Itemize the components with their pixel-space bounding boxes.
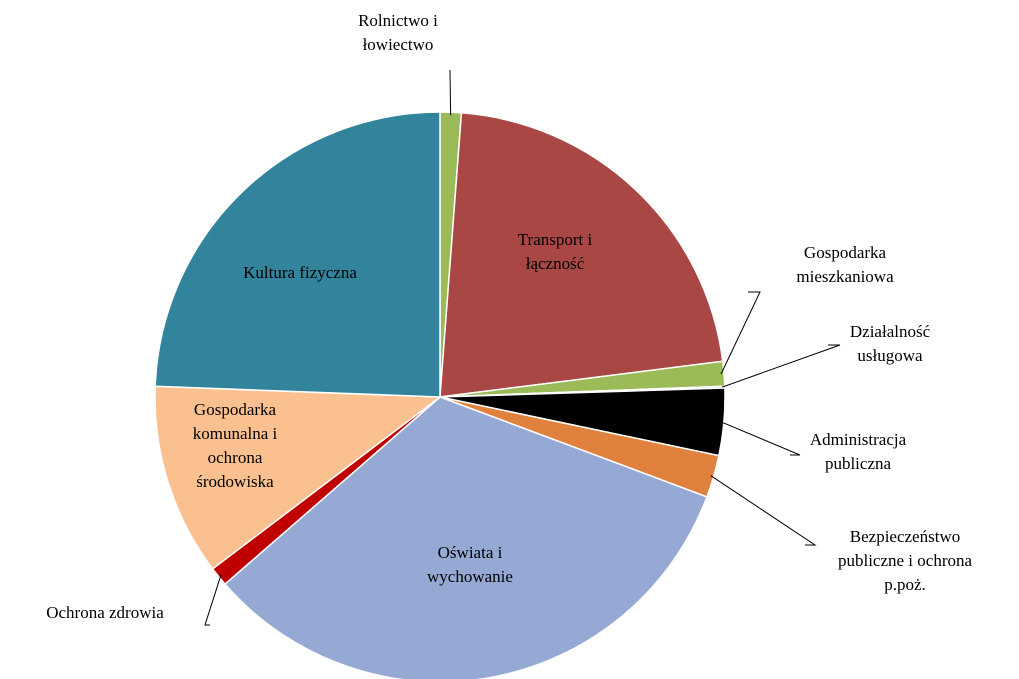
label-line: wychowanie bbox=[427, 567, 513, 586]
label-line: Oświata i bbox=[438, 543, 503, 562]
label-line: p.poż. bbox=[884, 575, 926, 594]
leader-line bbox=[720, 291, 761, 375]
label-line: Ochrona zdrowia bbox=[46, 603, 164, 622]
pie-slice bbox=[223, 396, 708, 679]
label-line: Działalność bbox=[850, 322, 931, 341]
label-line: publiczna bbox=[825, 454, 892, 473]
leader-line bbox=[204, 574, 222, 626]
label-line: mieszkaniowa bbox=[796, 267, 894, 286]
label-line: Administracja bbox=[810, 430, 907, 449]
label-line: środowiska bbox=[196, 472, 274, 491]
slice-label: Bezpieczeństwo publiczne i ochrona p.poż. bbox=[838, 527, 973, 594]
leader-line bbox=[720, 421, 801, 456]
label-line: łączność bbox=[526, 254, 585, 273]
label-line: usługowa bbox=[857, 346, 923, 365]
slice-label: Transport i łączność bbox=[518, 230, 593, 273]
label-line: łowiectwo bbox=[363, 35, 434, 54]
slice-label: Kultura fizyczna bbox=[243, 263, 357, 282]
label-line: ochrona bbox=[208, 448, 263, 467]
label-line: komunalna i bbox=[193, 424, 278, 443]
label-line: Transport i bbox=[518, 230, 593, 249]
slice-label: Rolnictwo i łowiectwo bbox=[358, 11, 438, 54]
slice-label: Gospodarka mieszkaniowa bbox=[796, 243, 894, 286]
slice-label: Ochrona zdrowia bbox=[46, 603, 164, 622]
label-line: Gospodarka bbox=[804, 243, 887, 262]
pie-slice bbox=[154, 111, 441, 398]
slice-label: Działalność usługowa bbox=[850, 322, 931, 365]
slice-label: Gospodarka komunalna i ochrona środowiska bbox=[193, 400, 278, 491]
slice-label: Oświata i wychowanie bbox=[427, 543, 513, 586]
leader-line bbox=[449, 69, 452, 116]
label-line: Rolnictwo i bbox=[358, 11, 438, 30]
pie-slice bbox=[154, 385, 443, 570]
label-line: Bezpieczeństwo bbox=[850, 527, 960, 546]
label-line: publiczne i ochrona bbox=[838, 551, 973, 570]
label-line: Kultura fizyczna bbox=[243, 263, 357, 282]
slice-label: Administracja publiczna bbox=[810, 430, 907, 473]
leader-line bbox=[710, 475, 817, 546]
label-line: Gospodarka bbox=[194, 400, 277, 419]
pie-slice bbox=[439, 112, 724, 398]
leader-line bbox=[721, 344, 841, 388]
